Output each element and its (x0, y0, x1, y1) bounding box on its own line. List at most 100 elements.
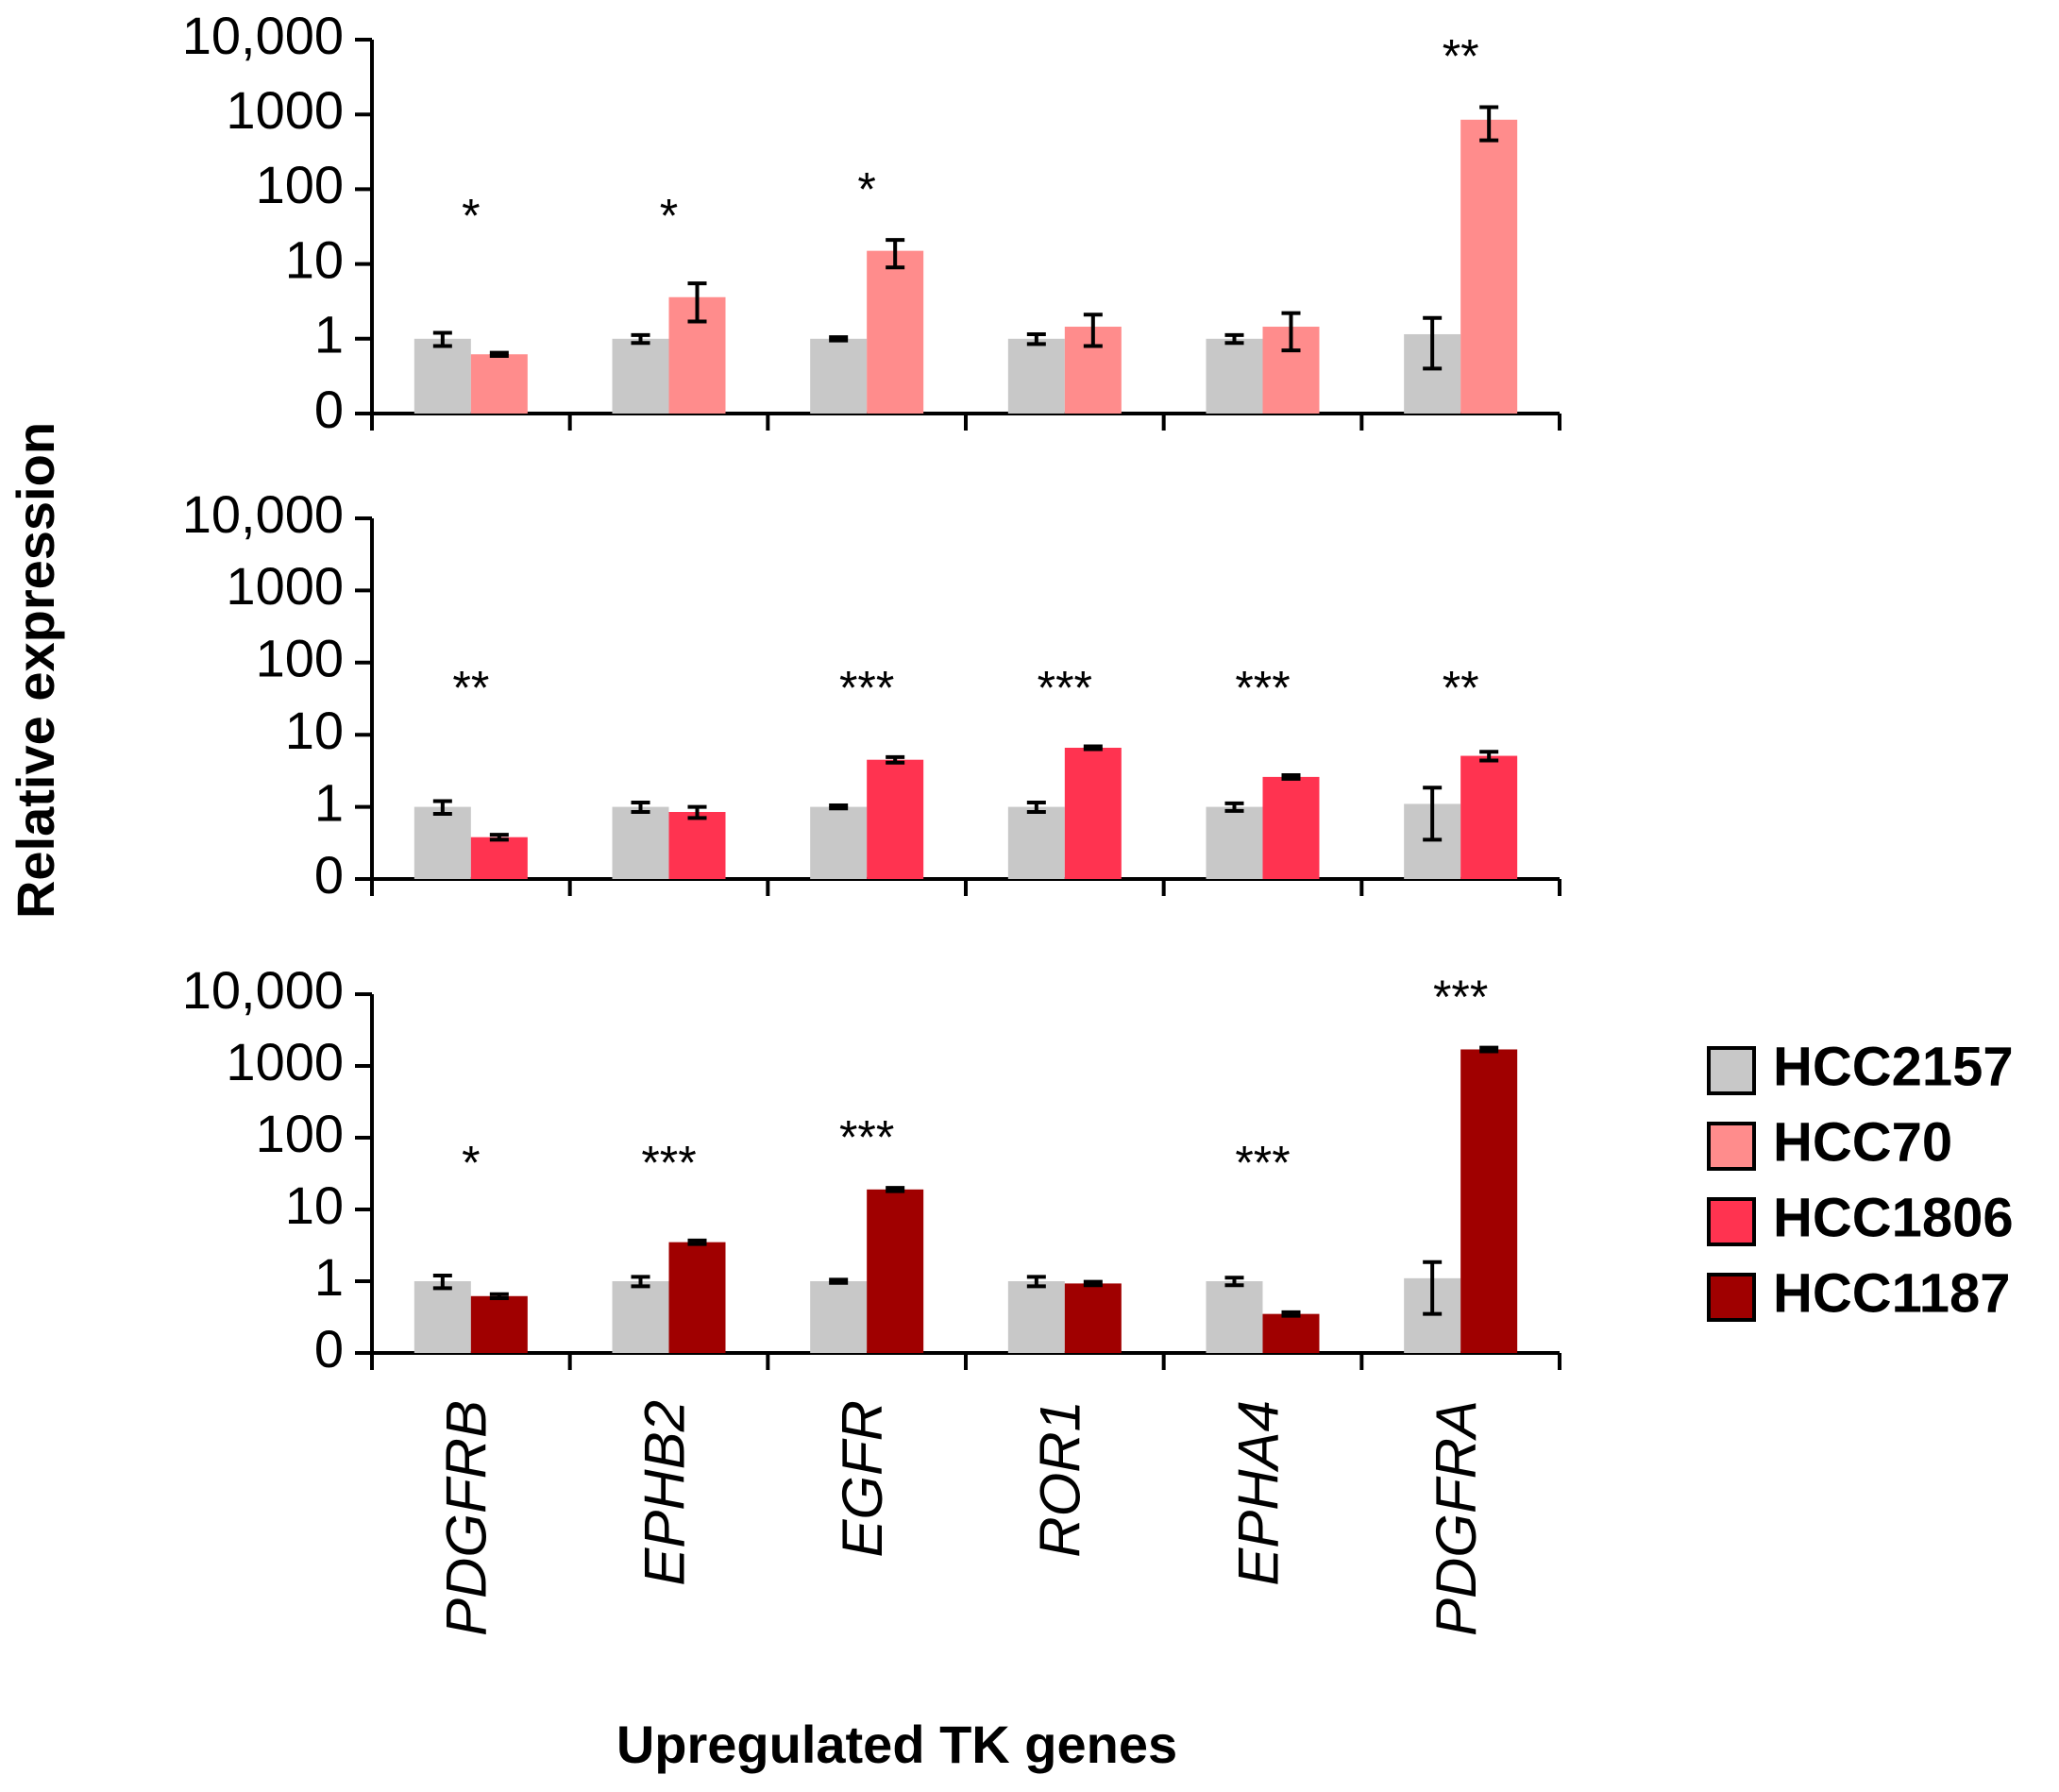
y-tick-label: 1000 (226, 80, 344, 140)
error-bar (489, 833, 509, 842)
error-bar (631, 800, 650, 814)
error-bar (886, 754, 905, 765)
y-tick-label: 1 (314, 305, 344, 364)
significance-label: *** (1433, 971, 1488, 1023)
error-bar (1026, 800, 1046, 814)
significance-label: *** (1038, 662, 1092, 715)
error-bar (687, 804, 707, 820)
error-bar (1479, 105, 1499, 143)
x-tick-label: EGFR (831, 1400, 894, 1558)
error-bar (886, 238, 905, 270)
bar (413, 338, 471, 414)
significance-label: *** (839, 662, 894, 715)
error-bar (1026, 1275, 1046, 1289)
bar (867, 250, 924, 414)
error-bar (1423, 1259, 1443, 1316)
error-bar (829, 335, 849, 343)
error-bar (432, 799, 452, 817)
y-tick-label: 10,000 (182, 6, 344, 65)
bar (413, 806, 471, 879)
significance-label: * (857, 162, 875, 215)
y-tick-label: 10,000 (182, 484, 344, 544)
bar (1262, 1313, 1320, 1353)
bar (668, 811, 726, 879)
bar (1007, 338, 1065, 414)
bar (612, 338, 669, 414)
error-bar (1423, 786, 1443, 842)
error-bar (886, 1186, 905, 1193)
significance-label: * (462, 189, 480, 242)
bar (1460, 1049, 1518, 1353)
y-tick-label: 10 (285, 701, 344, 760)
error-bar (631, 332, 650, 346)
error-bar (432, 330, 452, 348)
error-bar (1423, 315, 1443, 371)
x-tick-label: PDGFRB (435, 1400, 498, 1636)
bar (1262, 776, 1320, 879)
y-tick-label: 1000 (226, 1032, 344, 1091)
bar (867, 759, 924, 879)
y-tick-label: 0 (314, 1319, 344, 1378)
error-bar (1281, 311, 1301, 353)
error-bar (1083, 1279, 1103, 1288)
bar (470, 1295, 528, 1353)
error-bar (1224, 1276, 1244, 1288)
bar (1064, 747, 1122, 879)
error-bar (1224, 801, 1244, 813)
bar (1206, 806, 1263, 879)
legend-swatch (1707, 1046, 1756, 1095)
bar (1460, 119, 1518, 414)
y-tick-label: 1000 (226, 556, 344, 616)
bar (1460, 755, 1518, 879)
error-bar (1083, 313, 1103, 348)
bar (1007, 806, 1065, 879)
error-bar (489, 350, 509, 358)
bar (612, 1281, 669, 1353)
bar (1007, 1281, 1065, 1353)
error-bar (489, 1292, 509, 1300)
error-bar (1224, 332, 1244, 346)
error-bar (1083, 744, 1103, 752)
x-tick-label: ROR1 (1029, 1400, 1092, 1558)
error-bar (687, 281, 707, 324)
y-tick-label: 100 (256, 155, 344, 214)
significance-label: * (462, 1137, 480, 1190)
significance-label: *** (839, 1110, 894, 1163)
legend-swatch (1707, 1273, 1756, 1322)
y-tick-label: 10 (285, 229, 344, 289)
legend-label: HCC70 (1773, 1111, 1952, 1173)
bar (810, 1281, 868, 1353)
bar (612, 806, 669, 879)
y-tick-label: 0 (314, 845, 344, 904)
bar (470, 837, 528, 879)
error-bar (631, 1275, 650, 1289)
legend-label: HCC1806 (1773, 1187, 2014, 1248)
significance-label: ** (452, 662, 489, 715)
error-bar (1479, 1045, 1499, 1054)
y-tick-label: 1 (314, 1247, 344, 1307)
x-tick-label: EPHB2 (633, 1400, 696, 1586)
x-tick-label: PDGFRA (1425, 1400, 1488, 1636)
x-axis-title: Upregulated TK genes (616, 1715, 1177, 1774)
significance-label: *** (1235, 662, 1290, 715)
legend-swatch (1707, 1197, 1756, 1246)
bar (1064, 1283, 1122, 1353)
legend-swatch (1707, 1122, 1756, 1171)
y-axis-title: Relative expression (6, 422, 65, 919)
significance-label: *** (641, 1137, 696, 1190)
y-tick-label: 0 (314, 380, 344, 439)
error-bar (829, 803, 849, 811)
error-bar (687, 1238, 707, 1246)
legend-label: HCC2157 (1773, 1036, 2014, 1097)
error-bar (1026, 331, 1046, 347)
bar (470, 354, 528, 414)
significance-label: *** (1235, 1137, 1290, 1190)
significance-label: ** (1443, 662, 1479, 715)
legend-label: HCC1187 (1773, 1262, 2010, 1324)
y-tick-label: 10,000 (182, 960, 344, 1020)
y-tick-label: 100 (256, 1104, 344, 1163)
bar (1206, 338, 1263, 414)
y-tick-label: 1 (314, 772, 344, 832)
bar (668, 1242, 726, 1353)
